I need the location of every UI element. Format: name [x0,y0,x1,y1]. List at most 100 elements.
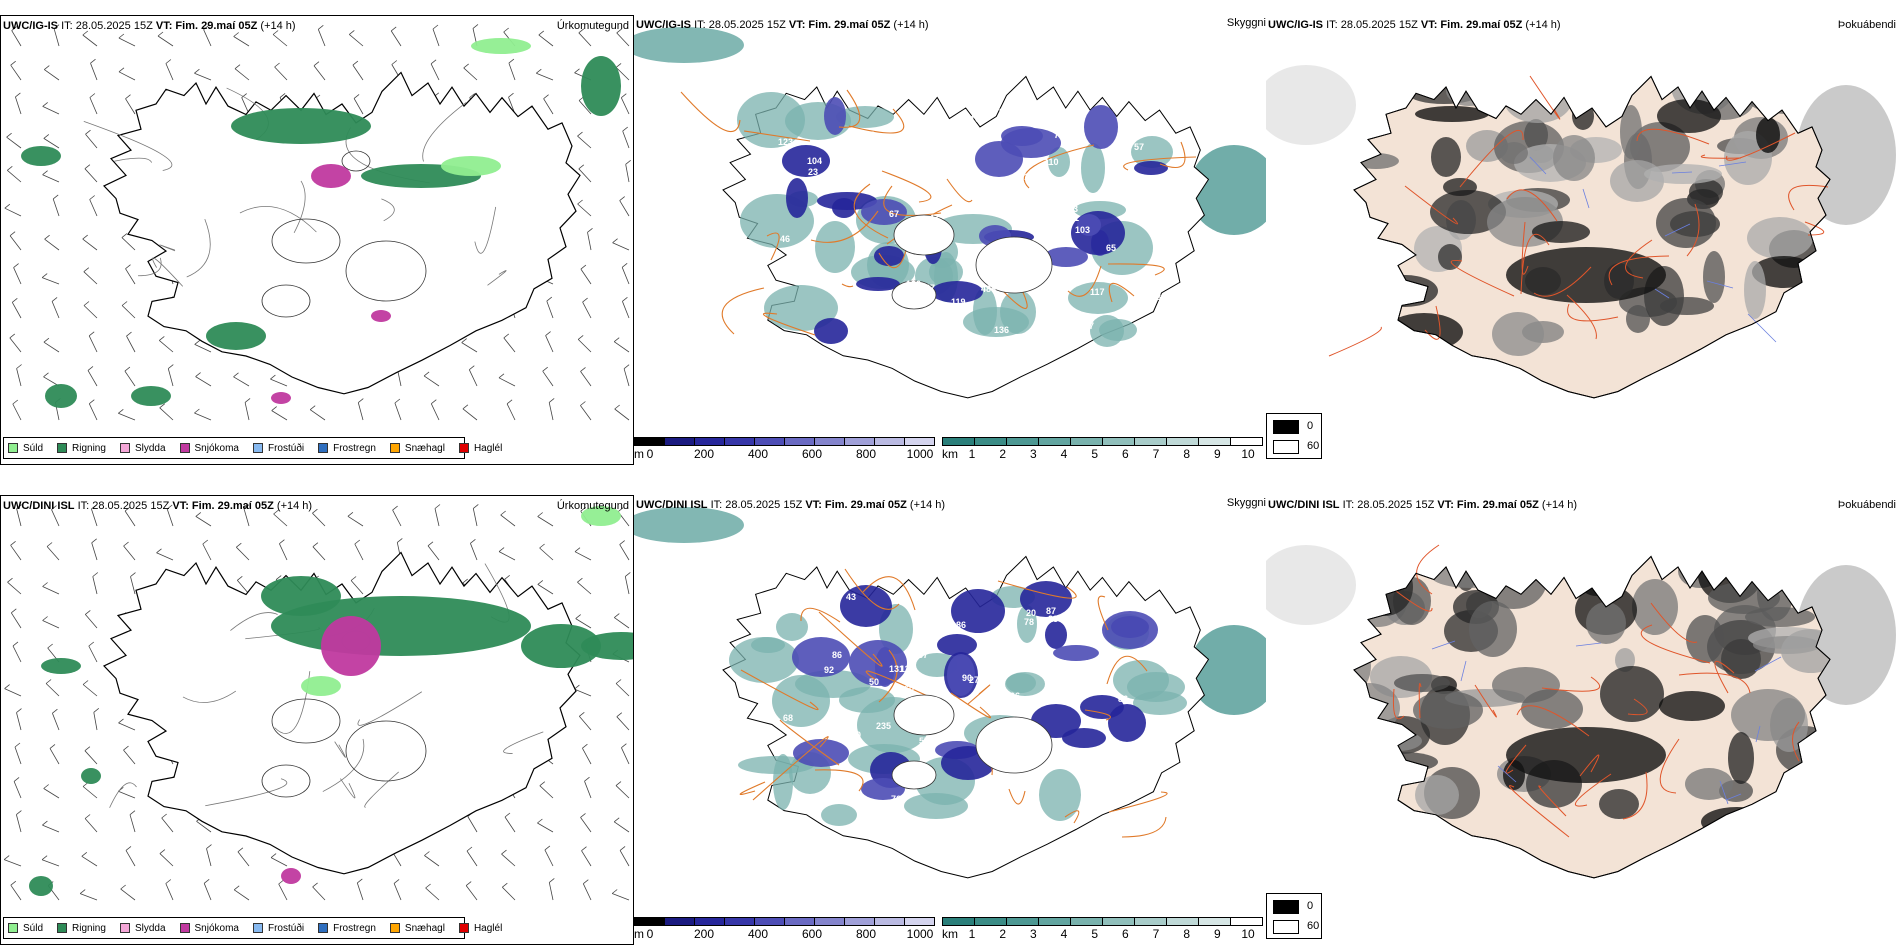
ceiling-value-label: 117 [1090,287,1105,297]
ceiling-value-label: 220 [894,330,909,340]
model-label: UWC/DINI ISL [3,500,75,512]
ceiling-value-label: 85 [1133,275,1143,285]
colorbar-segment [974,437,1007,446]
colorbar-tick-label: 6 [1121,927,1129,941]
fog-legend-swatch [1273,420,1299,434]
colorbar-segment [904,437,935,446]
colorbar-segment [784,917,815,926]
legend-label: Frostregn [333,442,376,454]
init-time: IT: 28.05.2025 15Z [1342,499,1435,511]
precip-legend: Súld Rigning Slydda Snjókoma Frostúði Frostre… [3,437,502,459]
legend-swatch [57,923,68,933]
ceiling-value-label: 23 [808,167,818,177]
ceiling-value-label: 78 [922,144,932,154]
ceiling-value-label: 47 [929,213,939,223]
legend-item: Súld [8,923,43,934]
ceiling-value-label: 86 [956,620,966,630]
colorbar-segment [1070,437,1103,446]
colorbar-segment [814,437,845,446]
colorbar-tick-label: 4 [1060,447,1068,461]
ceiling-value-label: 283 [1142,188,1157,198]
colorbar-segment [1006,437,1039,446]
ceiling-value-label: 90 [1064,215,1074,225]
fog-index-panel-row1: UWC/IG-IS IT: 28.05.2025 15Z VT: Fim. 29… [1266,15,1900,465]
colorbar-segment [1134,437,1167,446]
precip-map [3,504,633,901]
ceiling-value-label: 87 [1046,606,1056,616]
panel-header: UWC/IG-IS IT: 28.05.2025 15Z VT: Fim. 29… [636,19,929,31]
ceiling-value-label: 57 [919,736,929,746]
valid-time: VT: Fim. 29.maí 05Z [1437,499,1539,511]
colorbar-segment [754,437,785,446]
panel-title: Þokuábendi [1837,499,1896,511]
colorbar-segment [844,437,875,446]
ceiling-value-label: 131 [889,664,904,674]
legend-swatch [389,923,400,933]
lead-time: (+14 h) [1525,19,1561,31]
model-label: UWC/DINI ISL [1268,499,1340,511]
init-time: IT: 28.05.2025 15Z [1326,19,1418,31]
legend-label: Haglél [473,442,503,454]
fog-legend-label: 0 [1307,420,1314,432]
ceiling-value-label: 43 [846,592,856,602]
colorbar-tick-label: 2 [999,927,1006,941]
ceiling-value-label: 47 [1086,676,1096,686]
ceiling-value-label: 18 [1013,776,1023,786]
fog-legend-swatch [1273,440,1299,454]
legend-swatch [8,443,18,453]
colorbar-tick-label: 9 [1213,927,1221,941]
legend-label: Snjókoma [194,442,239,454]
colorbar-segment [904,917,935,926]
colorbar-tick-label: 200 [693,927,715,941]
legend-item: Haglél [458,442,503,454]
fog-legend-label: 60 [1307,920,1320,932]
lead-time: (+14 h) [260,20,296,32]
ceiling-value-label: 106 [1005,691,1020,701]
colorbar-tick-label: 800 [855,447,877,461]
legend-item: Súld [8,443,43,454]
legend-swatch [179,443,190,453]
valid-time: VT: Fim. 29.maí 05Z [788,19,891,31]
ceiling-value-label: 23 [1048,614,1058,624]
colorbar-segment [664,437,695,446]
ceiling-value-label: 79 [1054,130,1064,140]
ceiling-value-label: 104 [807,156,822,166]
init-time: IT: 28.05.2025 15Z [710,499,803,511]
colorbar-segment [814,917,845,926]
ceiling-value-label: 488 [981,284,996,294]
ceiling-value-label: 40 [867,294,877,304]
visibility-colorbar: km 1 2 3 4 5 6 7 8 9 10 [942,437,1263,463]
ceiling-value-label: 100 [906,279,921,289]
precip-map [4,24,631,421]
ceiling-value-label: 86 [1118,694,1128,704]
ceiling-value-label: 92 [991,662,1001,672]
colorbar-segment [724,437,755,446]
ceiling-value-label: 110 [900,664,915,674]
colorbar-segment [634,437,665,446]
ceiling-value-label: 190 [1002,210,1017,220]
ceiling-value-label: 48 [962,135,972,145]
panel-title: Úrkomutegund [556,20,629,32]
lead-time: (+14 h) [893,19,929,31]
legend-swatch [318,923,329,933]
colorbar-segment [724,917,755,926]
colorbar-unit: m [634,447,644,461]
legend-label: Frostúði [267,442,305,454]
colorbar-tick-label: 400 [747,447,769,461]
init-time: IT: 28.05.2025 15Z [694,19,786,31]
ceiling-value-label: 136 [994,325,1009,335]
legend-label: Frostúði [267,922,305,934]
panel-title: Úrkomutegund [556,500,629,512]
model-label: UWC/IG-IS [1268,19,1323,31]
ceiling-value-label: 20 [1026,608,1036,618]
ceiling-value-label: 103 [1063,204,1078,214]
legend-item: Frostregn [318,923,376,934]
ceiling-colorbar: m 0 200 400 600 800 1000 [634,437,935,463]
ceiling-value-label: 86 [911,172,921,182]
ceiling-value-label: 89 [1028,176,1038,186]
legend-label: Súld [23,442,44,454]
legend-swatch [57,443,68,453]
colorbar-segment [942,437,975,446]
model-label: UWC/IG-IS [636,19,691,31]
valid-time: VT: Fim. 29.maí 05Z [172,500,274,512]
